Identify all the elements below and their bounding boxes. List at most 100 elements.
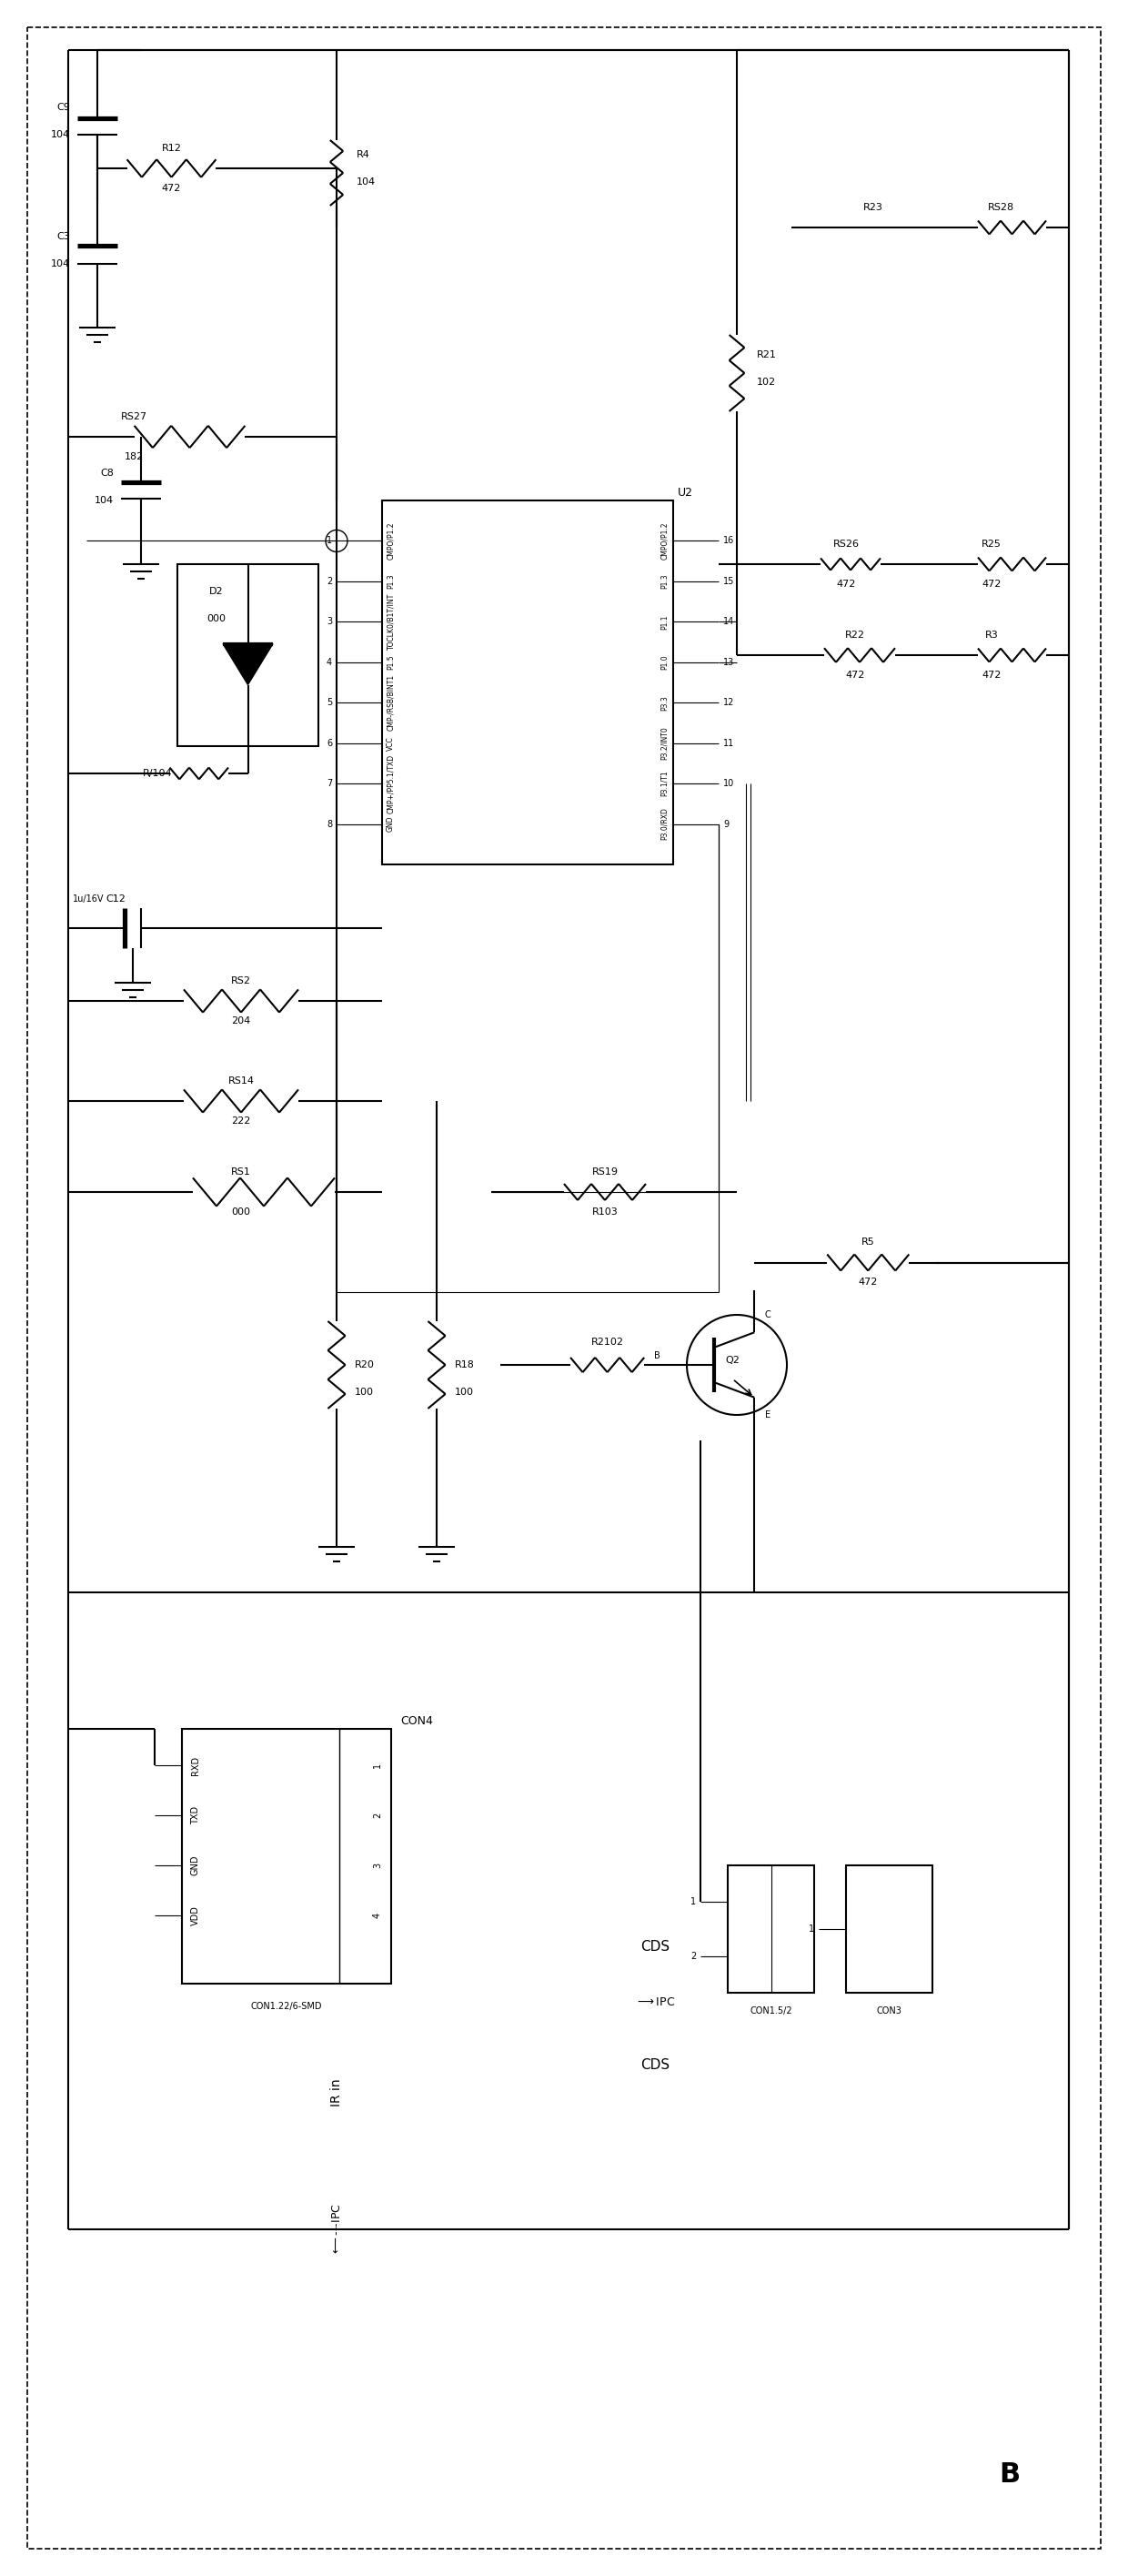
Text: R103: R103 (592, 1208, 618, 1216)
Text: TOCLK0/B1T/INT: TOCLK0/B1T/INT (387, 592, 395, 649)
Text: R3: R3 (985, 631, 998, 639)
Text: 2: 2 (690, 1953, 696, 1960)
Text: CON1.5/2: CON1.5/2 (750, 2007, 792, 2014)
Text: R12: R12 (161, 144, 182, 152)
Text: VCC: VCC (387, 737, 395, 750)
Circle shape (687, 1314, 787, 1414)
Text: $\longleftarrow$---IPC: $\longleftarrow$---IPC (331, 2202, 343, 2257)
Text: 472: 472 (981, 580, 1002, 590)
Text: R/104: R/104 (143, 768, 173, 778)
Text: R18: R18 (455, 1360, 475, 1370)
Text: 204: 204 (231, 1018, 250, 1025)
Text: 472: 472 (845, 670, 865, 680)
Text: RS2: RS2 (231, 976, 252, 987)
Text: TXD: TXD (191, 1806, 200, 1824)
Text: B: B (653, 1352, 660, 1360)
Bar (182, 1728, 391, 1984)
Text: R25: R25 (981, 538, 1002, 549)
Text: 2: 2 (373, 1814, 382, 1819)
Text: 13: 13 (723, 657, 734, 667)
Text: P1.5: P1.5 (387, 654, 395, 670)
Text: RS26: RS26 (832, 538, 860, 549)
Text: 472: 472 (836, 580, 856, 590)
Text: C8: C8 (100, 469, 114, 477)
Text: CON1.22/6-SMD: CON1.22/6-SMD (250, 2002, 323, 2012)
Text: 104: 104 (51, 260, 70, 268)
Text: R21: R21 (757, 350, 777, 361)
Text: 10: 10 (723, 778, 734, 788)
Text: CMP-/RSB/BINT1: CMP-/RSB/BINT1 (387, 675, 395, 732)
Text: 472: 472 (981, 670, 1002, 680)
Text: 4: 4 (373, 1911, 382, 1919)
Text: P3.1/T1: P3.1/T1 (660, 770, 669, 796)
Text: 9: 9 (723, 819, 729, 829)
Text: P3.0/RXD: P3.0/RXD (660, 809, 669, 840)
Text: 14: 14 (723, 618, 734, 626)
Bar (728, 1865, 814, 1994)
Text: 7: 7 (326, 778, 332, 788)
Text: R20: R20 (355, 1360, 374, 1370)
Text: RS27: RS27 (121, 412, 147, 422)
Text: C: C (765, 1311, 772, 1319)
Text: 4: 4 (326, 657, 332, 667)
Text: 1u/16V: 1u/16V (72, 894, 104, 904)
Text: 2: 2 (326, 577, 332, 585)
Text: C3: C3 (56, 232, 70, 242)
Text: P1.3: P1.3 (387, 574, 395, 590)
Text: CMPO/P1.2: CMPO/P1.2 (660, 523, 669, 559)
Text: 104: 104 (95, 497, 114, 505)
Text: P3.3: P3.3 (660, 696, 669, 711)
Text: 102: 102 (757, 379, 776, 386)
Text: 100: 100 (455, 1388, 474, 1396)
Text: RS1: RS1 (231, 1167, 252, 1177)
Text: RS14: RS14 (228, 1077, 254, 1084)
Text: U2: U2 (678, 487, 694, 500)
Text: 182: 182 (124, 453, 143, 461)
Bar (846, 1865, 933, 1994)
Text: 104: 104 (51, 131, 70, 139)
Text: 1: 1 (690, 1896, 696, 1906)
Text: P3.2/INT0: P3.2/INT0 (660, 726, 669, 760)
Text: C12: C12 (106, 894, 125, 904)
Text: 104: 104 (356, 178, 376, 185)
Text: 11: 11 (723, 739, 734, 747)
Text: R22: R22 (845, 631, 865, 639)
Text: 1: 1 (373, 1762, 382, 1767)
Text: P1.3: P1.3 (660, 574, 669, 590)
Text: CMPO/P1.2: CMPO/P1.2 (387, 523, 395, 559)
Text: R23: R23 (863, 204, 883, 211)
Text: B: B (999, 2463, 1020, 2488)
Text: 1: 1 (326, 536, 332, 546)
Text: R4: R4 (356, 149, 370, 160)
Text: Q2: Q2 (725, 1355, 740, 1365)
Text: R5: R5 (862, 1239, 875, 1247)
Text: RS19: RS19 (592, 1167, 618, 1177)
Text: CON4: CON4 (400, 1716, 433, 1726)
Text: D2: D2 (209, 587, 223, 595)
Text: CMP+/PP5.1/TXD: CMP+/PP5.1/TXD (387, 755, 395, 814)
Text: C9: C9 (56, 103, 70, 111)
Text: 12: 12 (723, 698, 734, 708)
Text: 3: 3 (373, 1862, 382, 1868)
Text: RXD: RXD (191, 1757, 200, 1775)
Bar (382, 500, 673, 866)
Circle shape (326, 531, 347, 551)
Text: 000: 000 (231, 1208, 250, 1216)
Text: $\longrightarrow$IPC: $\longrightarrow$IPC (635, 1996, 675, 2007)
Bar (177, 564, 318, 747)
Text: CON3: CON3 (876, 2007, 902, 2014)
Text: P1.1: P1.1 (660, 613, 669, 629)
Text: 5: 5 (326, 698, 332, 708)
Text: 1: 1 (809, 1924, 814, 1935)
Text: 472: 472 (858, 1278, 878, 1288)
Text: IR in: IR in (331, 2079, 343, 2107)
Text: 16: 16 (723, 536, 734, 546)
Text: 6: 6 (326, 739, 332, 747)
Text: CDS: CDS (641, 1940, 670, 1955)
Text: 472: 472 (161, 183, 182, 193)
Text: 8: 8 (326, 819, 332, 829)
Text: P1.0: P1.0 (660, 654, 669, 670)
Polygon shape (223, 644, 273, 685)
Text: VDD: VDD (191, 1906, 200, 1924)
Text: GND: GND (387, 817, 395, 832)
